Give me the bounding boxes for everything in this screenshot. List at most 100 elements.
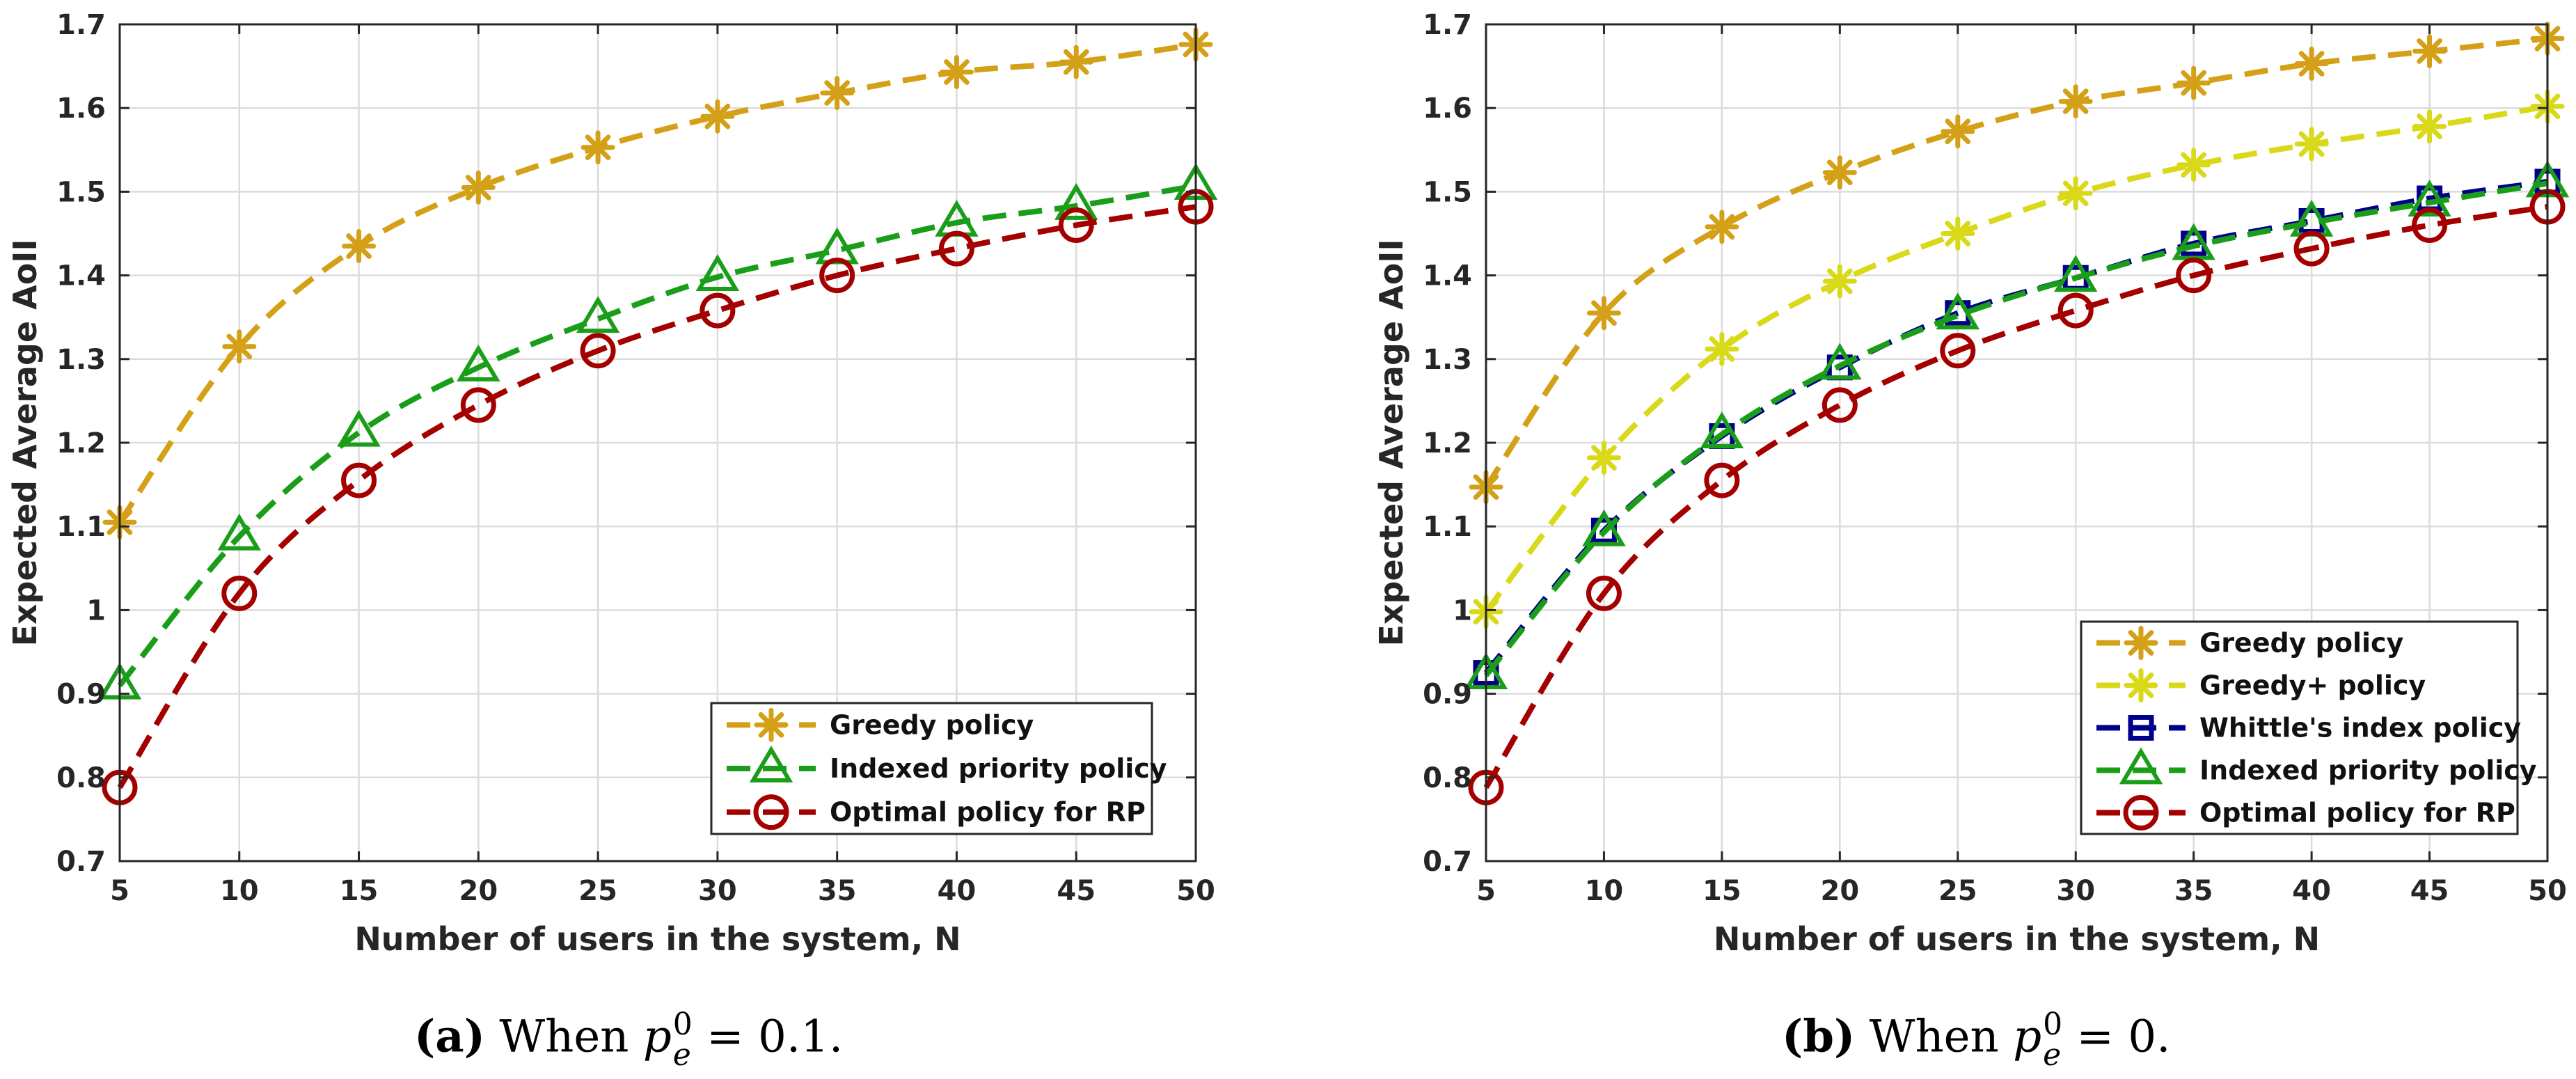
data-point [939, 55, 974, 90]
data-point [2412, 33, 2447, 68]
y-tick-label: 1 [86, 594, 106, 627]
chart-panel-a: 5 10 15 20 25 30 35 40 45 50 0.7 0.8 0.9 1 1.1 1.2 1.3 1.… [6, 9, 1218, 958]
y-tick-label: 1 [1453, 594, 1472, 627]
data-point [337, 409, 381, 447]
y-tick-label: 0.7 [56, 846, 106, 878]
legend-item: Optimal policy for RP [727, 794, 1146, 830]
x-tick-label: 50 [1176, 875, 1215, 907]
caption-b-label: (b) [1782, 1010, 1856, 1063]
x-tick-label: 30 [2056, 875, 2095, 907]
x-tick-label: 25 [1938, 875, 1977, 907]
data-point [580, 333, 616, 369]
y-tick-label: 1.5 [56, 176, 106, 208]
ticks: 5 10 15 20 25 30 35 40 45 50 0.7 0.8 0.9 1 1.1 1.2 1.3 1.… [56, 9, 1215, 907]
data-point [695, 254, 740, 292]
data-point [457, 344, 500, 381]
series-3 [1464, 160, 2570, 690]
x-tick-label: 45 [2410, 875, 2449, 907]
x-tick-label: 5 [110, 875, 129, 907]
data-point [342, 229, 377, 264]
data-point [700, 292, 736, 329]
y-tick-label: 1.1 [1423, 511, 1472, 543]
y-tick-label: 1.1 [56, 511, 106, 543]
y-tick-label: 1.5 [1423, 176, 1472, 208]
data-point [2053, 255, 2098, 292]
x-tick-label: 10 [1585, 875, 1624, 907]
caption-b-equals: = 0. [2076, 1011, 2171, 1063]
data-point [820, 76, 855, 111]
data-point [1941, 216, 1975, 251]
data-point [819, 258, 855, 294]
data-point [2294, 127, 2329, 162]
y-tick-label: 1.7 [56, 9, 106, 41]
chart-panel-b: 5 10 15 20 25 30 35 40 45 50 0.7 0.8 0.9 1 1.1 1.2 1.3 1.… [1373, 9, 2570, 958]
legend-item: Indexed priority policy [727, 746, 1167, 784]
series-line [1483, 103, 2548, 614]
y-axis-label: Expected Average AoII [6, 239, 44, 646]
legend-marker [2124, 626, 2158, 660]
legend-marker [749, 746, 793, 782]
y-tick-label: 1.6 [1423, 93, 1472, 125]
x-tick-label: 15 [1702, 875, 1741, 907]
x-axis-label: Number of users in the system, N [354, 920, 961, 958]
data-point [1818, 342, 1862, 380]
series-line [1483, 204, 2548, 789]
series-line [1483, 180, 2548, 677]
data-point [2294, 46, 2329, 81]
series-line [1483, 36, 2548, 489]
series-1 [97, 163, 1218, 700]
x-tick-label: 50 [2528, 875, 2567, 907]
x-tick-label: 15 [340, 875, 379, 907]
legend-label: Indexed priority policy [830, 753, 1167, 784]
legend-label: Greedy+ policy [2199, 670, 2426, 701]
x-tick-label: 20 [459, 875, 498, 907]
data-point [2293, 230, 2330, 267]
data-point [2058, 176, 2093, 211]
y-tick-label: 0.8 [56, 762, 106, 794]
y-tick-label: 1.4 [56, 260, 106, 292]
data-point [1586, 296, 1621, 331]
data-point [1586, 575, 1622, 611]
series-line [117, 183, 1196, 688]
y-tick-label: 0.7 [1423, 846, 1472, 878]
caption-a-prefix: When [499, 1011, 629, 1063]
x-axis-label: Number of users in the system, N [1714, 920, 2320, 958]
data-point [2176, 258, 2212, 294]
data-point [1700, 411, 1744, 448]
x-tick-label: 10 [220, 875, 259, 907]
legend-marker [2119, 747, 2163, 785]
legend-label: Greedy policy [830, 709, 1034, 740]
data-point [580, 130, 615, 165]
y-tick-label: 1.3 [56, 344, 106, 376]
data-point [2412, 109, 2447, 144]
x-tick-label: 45 [1057, 875, 1096, 907]
legend-item: Greedy policy [727, 707, 1034, 742]
data-point [1822, 264, 1857, 299]
series-line [117, 41, 1196, 524]
caption-b-var: p [2013, 1011, 2042, 1063]
legend-item: Indexed priority policy [2096, 747, 2537, 786]
data-point [2408, 180, 2451, 217]
data-point [2176, 148, 2211, 182]
y-tick-label: 0.8 [1423, 762, 1472, 794]
x-tick-label: 35 [818, 875, 857, 907]
legend-marker [2123, 795, 2159, 830]
data-point [2058, 84, 2093, 119]
data-point [1054, 182, 1098, 220]
data-point [2057, 292, 2094, 329]
data-point [221, 575, 258, 611]
y-tick-label: 1.6 [56, 93, 106, 125]
y-tick-label: 1.3 [1423, 344, 1472, 376]
y-tick-label: 1.4 [1423, 260, 1472, 292]
data-point [700, 99, 735, 134]
series-0 [102, 27, 1213, 540]
data-point [2412, 207, 2448, 243]
legend-marker [2124, 668, 2158, 702]
data-point [1704, 462, 1740, 498]
legend-label: Optimal policy for RP [830, 797, 1146, 828]
data-point [1058, 207, 1094, 243]
caption-a-equals: = 0.1. [706, 1011, 844, 1063]
legend-item: Greedy policy [2096, 626, 2404, 660]
